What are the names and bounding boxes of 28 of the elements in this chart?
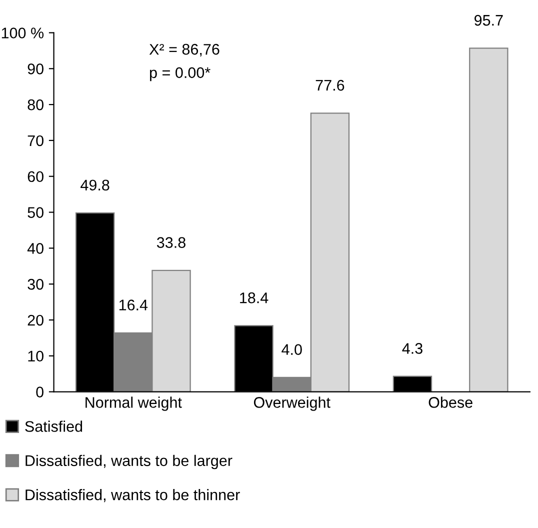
y-tick-label: 90 — [28, 64, 44, 74]
data-label: 4.0 — [282, 344, 302, 355]
y-tick-label: 80 — [28, 99, 44, 110]
y-tick-label: 30 — [28, 278, 44, 290]
data-label: 18.4 — [240, 292, 268, 304]
x-tick-label: Normal weight — [86, 396, 182, 411]
data-label: 33.8 — [156, 237, 186, 248]
y-tick-label: 0 — [36, 386, 44, 398]
bar — [469, 48, 508, 392]
x-tick-label: Obese — [428, 396, 472, 408]
data-label: 77.6 — [316, 80, 344, 91]
annotation: X² = 86,76 — [149, 44, 220, 57]
y-tick-label: 60 — [28, 171, 44, 182]
x-tick-label: Overweight — [254, 396, 330, 411]
y-tick-label: 70 — [28, 135, 44, 146]
y-tick-label: 20 — [28, 314, 44, 326]
y-tick-label: 100 % — [2, 28, 44, 38]
y-tick-label: 50 — [28, 207, 44, 218]
y-tick-label: 10 — [28, 350, 44, 362]
legend-label: Dissatisfied, wants to be larger — [26, 454, 232, 470]
legend-label: Satisfied — [25, 420, 82, 432]
annotation: p = 0.00* — [150, 67, 210, 82]
y-tick-label: 40 — [27, 243, 44, 254]
data-label: 49.8 — [80, 180, 110, 191]
data-label: 4.3 — [402, 343, 422, 354]
legend-label: Dissatisfied, wants to be thinner — [26, 489, 240, 502]
data-label: 95.7 — [474, 14, 503, 26]
data-label: 16.4 — [119, 300, 148, 310]
